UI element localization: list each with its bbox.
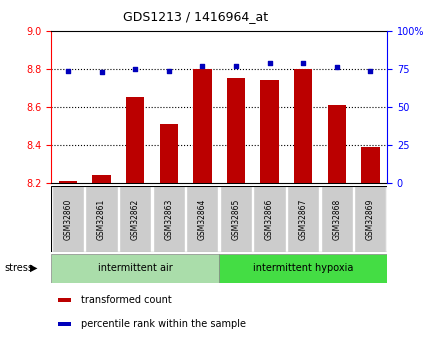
Bar bbox=[193, 69, 212, 183]
Bar bbox=[321, 186, 353, 252]
Text: GSM32869: GSM32869 bbox=[366, 198, 375, 240]
Point bbox=[266, 60, 273, 66]
Bar bbox=[361, 147, 380, 183]
Bar bbox=[58, 322, 71, 326]
Point bbox=[98, 69, 105, 75]
Text: GSM32862: GSM32862 bbox=[131, 198, 140, 240]
Bar bbox=[119, 186, 151, 252]
Text: percentile rank within the sample: percentile rank within the sample bbox=[81, 319, 247, 329]
Text: GSM32860: GSM32860 bbox=[64, 198, 73, 240]
Text: GSM32864: GSM32864 bbox=[198, 198, 207, 240]
Bar bbox=[126, 97, 145, 183]
Point bbox=[199, 63, 206, 69]
Text: GSM32868: GSM32868 bbox=[332, 198, 341, 240]
Bar bbox=[354, 186, 386, 252]
Bar bbox=[59, 181, 77, 183]
Text: GSM32861: GSM32861 bbox=[97, 198, 106, 240]
Point bbox=[367, 68, 374, 73]
Bar bbox=[52, 186, 84, 252]
Text: intermittent hypoxia: intermittent hypoxia bbox=[253, 263, 353, 273]
Point bbox=[232, 63, 239, 69]
Text: GSM32866: GSM32866 bbox=[265, 198, 274, 240]
Bar bbox=[294, 69, 312, 183]
Bar bbox=[186, 186, 218, 252]
Point bbox=[299, 60, 307, 66]
Bar bbox=[85, 186, 117, 252]
Point bbox=[65, 68, 72, 73]
Text: transformed count: transformed count bbox=[81, 295, 172, 305]
Bar bbox=[159, 124, 178, 183]
Bar bbox=[227, 78, 245, 183]
Bar bbox=[58, 298, 71, 302]
Point bbox=[165, 68, 172, 73]
Bar bbox=[260, 80, 279, 183]
Bar bbox=[328, 105, 346, 183]
Bar bbox=[254, 186, 286, 252]
Text: stress: stress bbox=[4, 263, 33, 273]
Bar bbox=[153, 186, 185, 252]
Text: intermittent air: intermittent air bbox=[98, 263, 173, 273]
Text: GSM32867: GSM32867 bbox=[299, 198, 307, 240]
Bar bbox=[51, 254, 219, 283]
Text: GDS1213 / 1416964_at: GDS1213 / 1416964_at bbox=[123, 10, 268, 23]
Bar bbox=[92, 175, 111, 183]
Bar bbox=[219, 254, 387, 283]
Bar bbox=[287, 186, 319, 252]
Text: GSM32863: GSM32863 bbox=[164, 198, 173, 240]
Text: GSM32865: GSM32865 bbox=[231, 198, 240, 240]
Point bbox=[132, 66, 139, 72]
Bar bbox=[220, 186, 252, 252]
Text: ▶: ▶ bbox=[30, 263, 37, 273]
Point bbox=[333, 65, 340, 70]
